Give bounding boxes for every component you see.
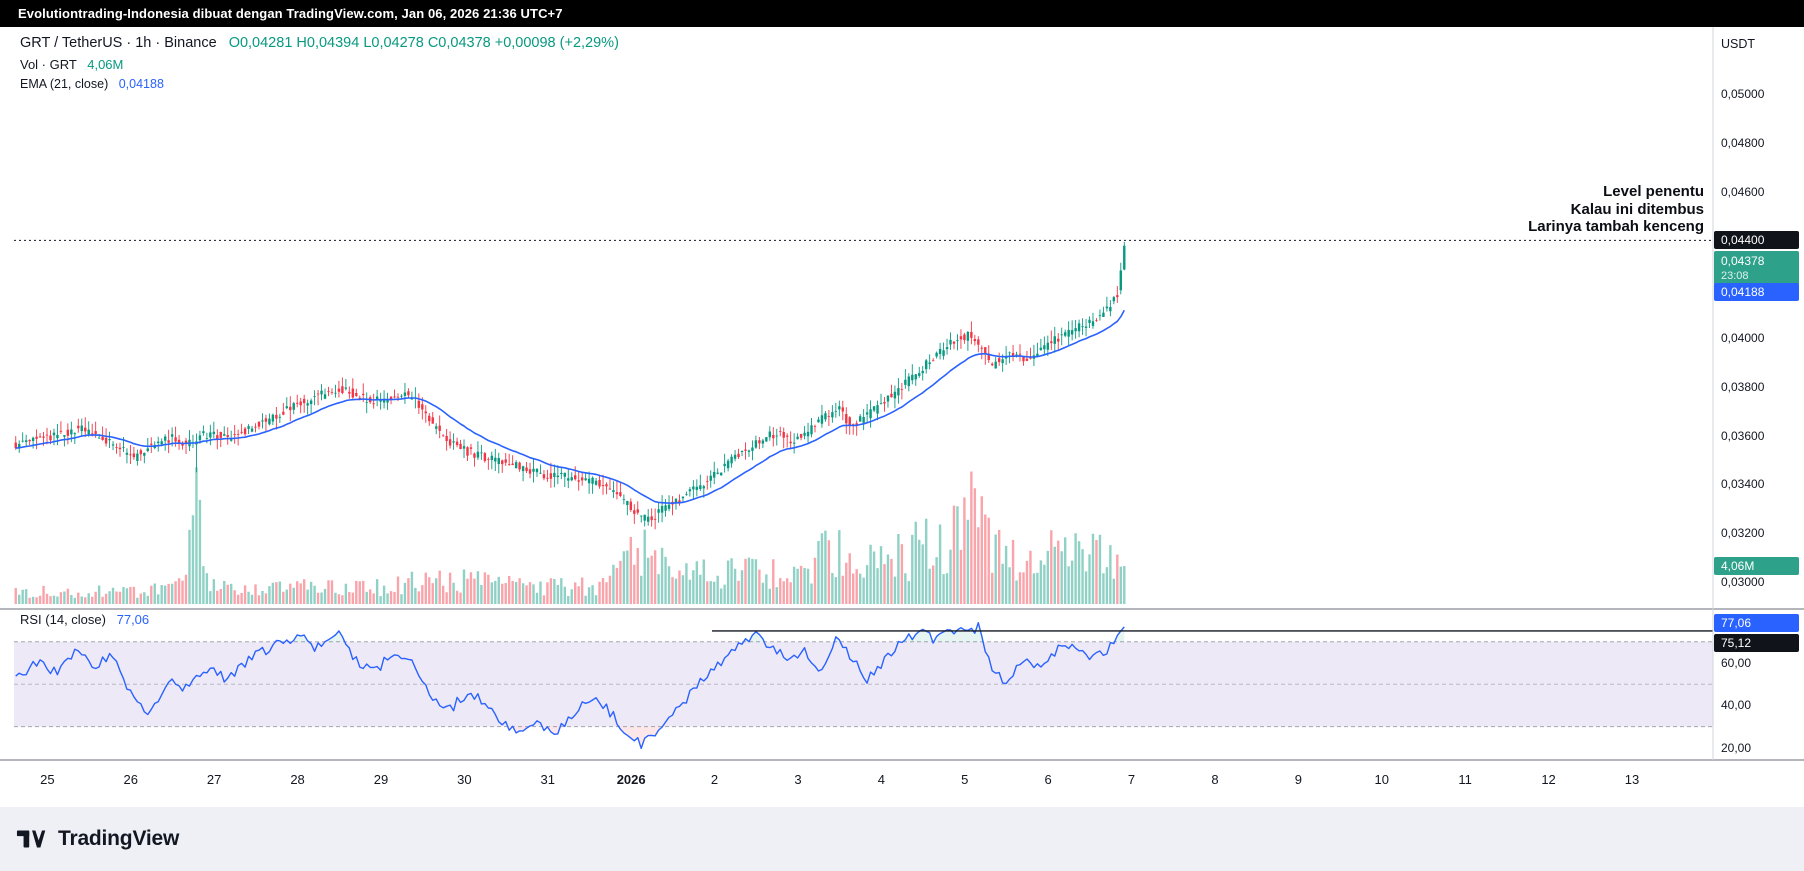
volume-indicator-label[interactable]: Vol · GRT [20,57,77,72]
annotation-line: Level penentu [1603,183,1704,200]
tradingview-logo[interactable]: TradingView [16,826,179,852]
ema-value: 0,04188 [118,77,164,91]
time-axis-label: 27 [206,772,222,787]
candle-countdown: 23:08 [1721,270,1749,282]
time-axis-label: 6 [1044,772,1052,787]
price-axis-label: 0,04600 [1721,184,1765,199]
time-axis-label: 7 [1127,772,1136,787]
price-axis-unit: USDT [1721,37,1756,51]
rsi-legend: RSI (14, close) 77,06 [20,612,149,627]
price-axis-label: 0,04800 [1721,135,1765,150]
level-annotation[interactable]: Level penentu Kalau ini ditembus Larinya… [1528,183,1704,236]
candle-bodies-down [14,295,1119,521]
price-axis-label: 0,03600 [1721,428,1765,443]
ema-value-badge: 0,04188 [1714,283,1799,302]
rsi-value-badge: 77,06 [1714,614,1799,632]
time-axis-label: 30 [457,772,472,787]
tradingview-wordmark: TradingView [58,827,180,850]
time-axis-label: 26 [123,772,138,787]
last-price-badge: 0,04378 23:08 [1714,251,1799,285]
rsi-indicator-label[interactable]: RSI (14, close) [20,612,106,627]
rsi-axis-label: 20,00 [1721,740,1752,755]
annotation-line: Larinya tambah kenceng [1528,218,1704,235]
rsi-value: 77,06 [116,612,150,627]
symbol-row: GRT / TetherUS · 1h · Binance O0,04281 H… [20,35,619,51]
price-axis-label: 0,03400 [1721,477,1765,492]
rsi-axis-label: 40,00 [1721,698,1752,713]
ema-indicator-label[interactable]: EMA (21, close) [20,77,109,91]
time-axis-label: 9 [1294,772,1302,787]
symbol-title[interactable]: GRT / TetherUS · 1h · Binance [20,35,217,51]
volume-value-badge: 4,06M [1714,557,1799,575]
candle-wicks-up [18,241,1125,527]
legend: GRT / TetherUS · 1h · Binance O0,04281 H… [20,35,619,91]
annotation-line: Kalau ini ditembus [1570,200,1704,218]
ema-row: EMA (21, close) 0,04188 [20,77,619,91]
time-axis-label: 13 [1624,772,1640,787]
rsi-level-badge: 75,12 [1714,634,1799,652]
footer: TradingView [0,807,1804,871]
volume-row: Vol · GRT 4,06M [20,57,619,72]
time-axis-label: 10 [1374,772,1389,787]
chart-area[interactable]: GRT / TetherUS · 1h · Binance O0,04281 H… [0,27,1804,807]
time-axis-label: 5 [961,772,969,787]
time-axis-label: 8 [1211,772,1219,787]
volume-bars-down [14,471,1119,604]
time-axis-label: 2026 [616,772,646,787]
time-axis-label: 12 [1541,772,1556,787]
price-axis[interactable]: USDT 0,05000 0,04800 0,04600 0,04000 0,03800… [1713,27,1804,787]
price-axis-label: 0,04000 [1721,331,1765,345]
last-price-value: 0,04378 [1721,254,1765,268]
tradingview-logo-icon [16,830,46,848]
time-axis-label: 31 [540,772,555,787]
attribution-bar: Evolutiontrading-Indonesia dibuat dengan… [0,0,1804,27]
candle-wicks-down [15,286,1118,530]
price-level-badge: 0,04400 [1714,231,1799,250]
rsi-axis-label: 60,00 [1721,656,1752,670]
time-axis-label: 4 [877,772,885,787]
volume-bars-up [18,467,1126,604]
price-axis-label: 0,05000 [1721,87,1765,101]
time-axis-label: 2 [710,772,719,787]
ema-line[interactable] [15,309,1126,504]
time-axis-label: 3 [794,772,802,787]
ohlc-readout: O0,04281 H0,04394 L0,04278 C0,04378 +0,0… [228,35,619,51]
volume-value: 4,06M [87,57,124,72]
price-axis-label: 0,03000 [1721,575,1765,589]
time-axis[interactable]: 25 26 27 28 29 30 31 2026 2 3 4 5 6 7 8 9 10 11 12 13 [0,760,1713,807]
rsi-band [14,641,1713,727]
rsi-overbought-fill [275,622,1125,642]
chart-canvas[interactable] [0,27,1804,807]
rsi-line[interactable] [15,622,1125,750]
time-axis-label: 29 [373,772,389,787]
time-axis-label: 28 [290,772,305,787]
rsi-oversold-fill [507,726,663,749]
time-axis-label: 25 [40,772,55,787]
price-axis-label: 0,03200 [1721,526,1765,541]
time-axis-label: 11 [1458,772,1472,787]
price-axis-label: 0,03800 [1721,379,1765,394]
